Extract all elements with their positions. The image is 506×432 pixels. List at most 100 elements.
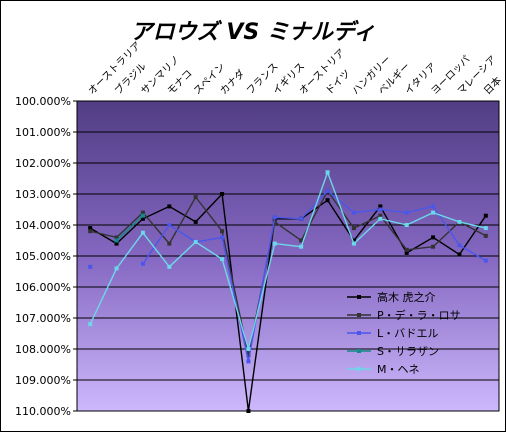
data-point — [167, 223, 172, 227]
series-5 — [88, 170, 488, 352]
y-tick-label: 109.000% — [15, 374, 71, 387]
x-axis-ticks: オーストラリアブラジルサンマリノモナコスペインカナダフランスイギリスオーストリア… — [86, 39, 504, 97]
legend-label: S・サラザン — [377, 345, 439, 358]
chart-title: アロウズ VS ミナルディ — [131, 19, 376, 45]
data-point — [378, 216, 383, 221]
data-point — [220, 192, 225, 196]
y-tick-label: 105.000% — [15, 250, 71, 263]
legend-marker — [357, 331, 361, 335]
legend-label: P・デ・ラ・ロサ — [377, 308, 461, 322]
data-point — [299, 244, 304, 249]
legend-item: L・バドエル — [347, 327, 438, 340]
legend-marker — [357, 313, 361, 317]
y-tick-label: 104.000% — [15, 219, 71, 232]
y-tick-label: 110.000% — [15, 405, 71, 418]
series-line — [89, 170, 486, 352]
data-point — [114, 238, 119, 243]
data-point — [404, 250, 409, 255]
data-point — [193, 240, 198, 245]
data-point — [220, 229, 225, 234]
data-point — [272, 219, 277, 224]
legend-marker — [357, 295, 361, 299]
data-point — [88, 226, 93, 231]
y-tick-label: 106.000% — [15, 281, 71, 294]
legend-item: M・ヘネ — [347, 363, 420, 376]
y-tick-label: 102.000% — [15, 157, 71, 170]
legend-marker — [357, 349, 361, 353]
data-point — [246, 353, 251, 358]
y-tick-label: 101.000% — [15, 126, 71, 139]
data-point — [457, 219, 462, 224]
legend-marker — [357, 367, 361, 371]
series-line — [116, 215, 144, 242]
data-point — [193, 219, 198, 224]
legend-label: L・バドエル — [377, 327, 438, 340]
data-point — [246, 359, 251, 364]
legend: 高木 虎之介 P・デ・ラ・ロサ L・バドエル S・サラザン M・ヘネ — [347, 290, 461, 376]
data-point — [193, 195, 198, 200]
data-point — [167, 241, 172, 246]
legend-item: P・デ・ラ・ロサ — [347, 308, 461, 322]
data-point — [325, 198, 330, 203]
data-point — [140, 213, 145, 218]
data-point — [325, 170, 330, 175]
series-4 — [114, 213, 145, 243]
series-line — [142, 189, 487, 362]
data-point — [483, 258, 488, 263]
data-point — [431, 210, 436, 215]
data-point — [351, 241, 356, 246]
gridlines — [73, 100, 499, 412]
data-point — [272, 241, 277, 246]
data-point — [140, 261, 145, 266]
data-point — [378, 204, 383, 209]
legend-item: 高木 虎之介 — [347, 290, 436, 304]
data-point — [378, 213, 383, 218]
data-point — [457, 252, 462, 257]
data-point — [431, 244, 436, 249]
y-tick-label: 100.000% — [15, 95, 71, 108]
series-line — [90, 189, 487, 356]
data-point — [404, 223, 409, 227]
data-point — [246, 347, 251, 351]
data-point — [220, 257, 225, 262]
x-tick-label: 日本 — [481, 74, 504, 97]
data-point — [114, 235, 119, 240]
data-point — [457, 243, 462, 248]
data-point — [299, 216, 304, 221]
y-axis-ticks: 100.000% 101.000% 102.000% 103.000% 104.000%… — [15, 95, 71, 418]
data-point — [246, 409, 251, 413]
data-point — [483, 226, 488, 231]
data-point — [404, 210, 409, 215]
y-tick-label: 103.000% — [15, 188, 71, 201]
data-point — [272, 215, 277, 220]
series-3 — [88, 188, 488, 364]
data-point — [167, 204, 172, 209]
data-point — [88, 229, 93, 234]
data-point — [88, 264, 93, 269]
data-point — [114, 266, 119, 271]
data-point — [431, 204, 436, 209]
data-point — [483, 213, 488, 218]
data-point — [404, 247, 409, 252]
data-point — [114, 241, 119, 246]
legend-item: S・サラザン — [347, 345, 439, 358]
legend-label: 高木 虎之介 — [377, 290, 436, 304]
data-point — [351, 238, 356, 243]
data-point — [378, 207, 383, 212]
data-point — [220, 235, 225, 240]
data-point — [351, 210, 356, 215]
y-tick-label: 108.000% — [15, 343, 71, 356]
data-point — [351, 226, 356, 231]
data-point — [325, 188, 330, 193]
y-tick-label: 107.000% — [15, 312, 71, 325]
data-point — [140, 230, 145, 235]
data-point — [299, 238, 304, 243]
data-point — [140, 216, 145, 221]
series-line — [89, 192, 487, 412]
data-point — [431, 235, 436, 240]
x-tick-label: オーストリア — [297, 47, 348, 98]
legend-label: M・ヘネ — [377, 363, 420, 376]
data-point — [483, 233, 488, 238]
